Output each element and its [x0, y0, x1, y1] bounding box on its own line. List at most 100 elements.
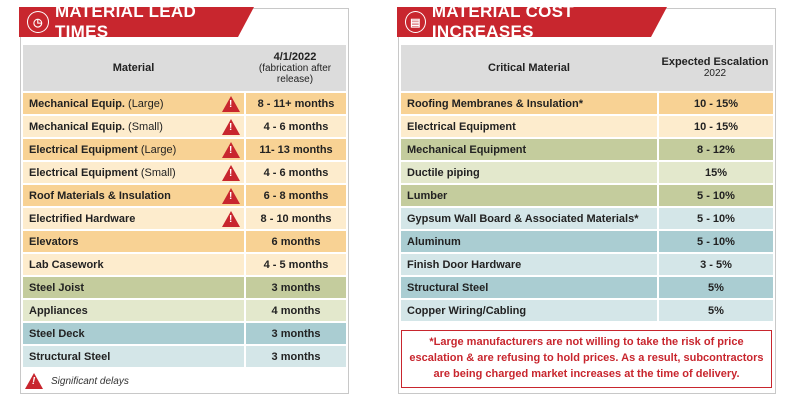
warning-cell	[218, 185, 244, 206]
escalation-value: 5%	[657, 277, 773, 298]
critical-material-name: Gypsum Wall Board & Associated Materials…	[407, 212, 639, 225]
warning-icon	[222, 210, 240, 227]
warning-cell	[218, 162, 244, 183]
lead-time-value: 4 months	[244, 300, 346, 321]
lead-time-row: Elevators 6 months	[23, 231, 346, 252]
warning-cell	[218, 208, 244, 229]
lead-times-title: MATERIAL LEAD TIMES	[54, 2, 197, 41]
critical-material-name: Electrical Equipment	[407, 120, 516, 133]
warning-cell	[218, 277, 244, 298]
warning-cell	[218, 300, 244, 321]
warning-cell	[218, 116, 244, 137]
material-header: Material	[23, 45, 244, 91]
cost-increase-row: Aluminum 5 - 10%	[401, 231, 773, 252]
lead-time-value: 6 months	[244, 231, 346, 252]
warning-icon	[222, 95, 240, 112]
critical-material-name: Mechanical Equipment	[407, 143, 527, 156]
lead-time-row: Roof Materials & Insulation 6 - 8 months	[23, 185, 346, 206]
lead-time-header: 4/1/2022 (fabrication after release)	[244, 45, 346, 91]
lead-time-row: Electrified Hardware 8 - 10 months	[23, 208, 346, 229]
material-name: Structural Steel	[29, 350, 111, 363]
lead-time-value: 3 months	[244, 346, 346, 367]
escalation-value: 15%	[657, 162, 773, 183]
legend-label: Significant delays	[51, 375, 129, 387]
critical-material-name: Lumber	[407, 189, 448, 202]
cost-increases-table: Critical Material Expected Escalation 20…	[401, 43, 773, 323]
lead-time-row: Appliances 4 months	[23, 300, 346, 321]
cost-increase-row: Electrical Equipment 10 - 15%	[401, 116, 773, 137]
escalation-value: 10 - 15%	[657, 93, 773, 114]
material-name: Roof Materials & Insulation	[29, 189, 171, 202]
material-name: Steel Joist	[29, 281, 85, 294]
warning-cell	[218, 346, 244, 367]
lead-times-panel: ◷ MATERIAL LEAD TIMES Material 4/1/2022 …	[20, 8, 349, 394]
material-name: Mechanical Equip. (Small)	[29, 120, 163, 133]
critical-material-name: Finish Door Hardware	[407, 258, 522, 271]
lead-time-value: 4 - 5 months	[244, 254, 346, 275]
material-name: Electrical Equipment (Large)	[29, 143, 177, 156]
cost-increase-row: Structural Steel 5%	[401, 277, 773, 298]
cost-increases-panel: ▤ MATERIAL COST INCREASES Critical Mater…	[398, 8, 776, 394]
lead-time-value: 4 - 6 months	[244, 116, 346, 137]
warning-icon	[222, 141, 240, 158]
cost-increase-row: Lumber 5 - 10%	[401, 185, 773, 206]
escalation-value: 10 - 15%	[657, 116, 773, 137]
escalation-value: 3 - 5%	[657, 254, 773, 275]
lead-time-value: 11- 13 months	[244, 139, 346, 160]
escalation-value: 5 - 10%	[657, 231, 773, 252]
lead-time-value: 8 - 11+ months	[244, 93, 346, 114]
clock-icon: ◷	[27, 11, 49, 33]
critical-material-header: Critical Material	[401, 45, 657, 91]
lead-time-row: Structural Steel 3 months	[23, 346, 346, 367]
critical-material-name: Copper Wiring/Cabling	[407, 304, 527, 317]
escalation-value: 5%	[657, 300, 773, 321]
lead-time-row: Electrical Equipment (Large) 11- 13 month…	[23, 139, 346, 160]
disclaimer-note: *Large manufacturers are not willing to …	[401, 330, 772, 388]
money-icon: ▤	[405, 11, 426, 33]
lead-time-row: Steel Deck 3 months	[23, 323, 346, 344]
warning-cell	[218, 254, 244, 275]
lead-times-banner: ◷ MATERIAL LEAD TIMES	[19, 7, 254, 37]
material-name: Elevators	[29, 235, 79, 248]
warning-icon	[25, 373, 43, 389]
lead-times-table: Material 4/1/2022 (fabrication after rel…	[23, 43, 346, 369]
escalation-value: 8 - 12%	[657, 139, 773, 160]
lead-time-value: 3 months	[244, 323, 346, 344]
cost-increase-row: Gypsum Wall Board & Associated Materials…	[401, 208, 773, 229]
warning-icon	[222, 164, 240, 181]
cost-increases-banner: ▤ MATERIAL COST INCREASES	[397, 7, 667, 37]
lead-time-value: 3 months	[244, 277, 346, 298]
cost-increase-row: Copper Wiring/Cabling 5%	[401, 300, 773, 321]
lead-time-row: Steel Joist 3 months	[23, 277, 346, 298]
material-name: Electrified Hardware	[29, 212, 136, 225]
critical-material-name: Aluminum	[407, 235, 461, 248]
warning-cell	[218, 93, 244, 114]
material-name: Electrical Equipment (Small)	[29, 166, 176, 179]
escalation-value: 5 - 10%	[657, 185, 773, 206]
escalation-header: Expected Escalation 2022	[657, 45, 773, 91]
lead-time-row: Electrical Equipment (Small) 4 - 6 months	[23, 162, 346, 183]
cost-increase-row: Finish Door Hardware 3 - 5%	[401, 254, 773, 275]
lead-time-value: 6 - 8 months	[244, 185, 346, 206]
warning-icon	[222, 187, 240, 204]
lead-time-value: 4 - 6 months	[244, 162, 346, 183]
material-name: Lab Casework	[29, 258, 104, 271]
critical-material-name: Structural Steel	[407, 281, 489, 294]
cost-increase-row: Roofing Membranes & Insulation* 10 - 15%	[401, 93, 773, 114]
warning-cell	[218, 231, 244, 252]
cost-increases-title: MATERIAL COST INCREASES	[431, 2, 574, 41]
legend: Significant delays	[25, 373, 129, 389]
warning-cell	[218, 139, 244, 160]
warning-icon	[222, 118, 240, 135]
warning-cell	[218, 323, 244, 344]
lead-time-row: Mechanical Equip. (Small) 4 - 6 months	[23, 116, 346, 137]
material-name: Steel Deck	[29, 327, 85, 340]
material-name: Mechanical Equip. (Large)	[29, 97, 164, 110]
cost-increase-row: Mechanical Equipment 8 - 12%	[401, 139, 773, 160]
escalation-value: 5 - 10%	[657, 208, 773, 229]
critical-material-name: Roofing Membranes & Insulation*	[407, 97, 584, 110]
lead-time-row: Mechanical Equip. (Large) 8 - 11+ months	[23, 93, 346, 114]
critical-material-name: Ductile piping	[407, 166, 480, 179]
cost-increase-row: Ductile piping 15%	[401, 162, 773, 183]
material-name: Appliances	[29, 304, 88, 317]
